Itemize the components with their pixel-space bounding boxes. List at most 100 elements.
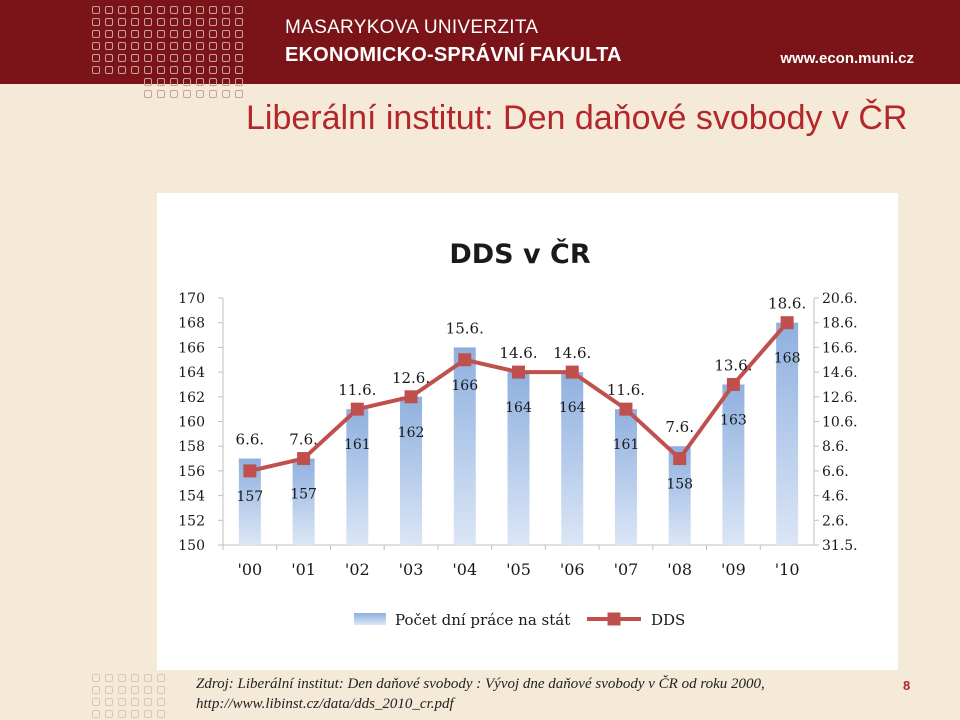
- dot-square: [222, 78, 230, 86]
- dot-square: [235, 78, 243, 86]
- x-tick-label: '02: [345, 560, 370, 579]
- dot-square: [209, 30, 217, 38]
- y-tick-label-left: 154: [178, 489, 205, 505]
- dot-square: [157, 18, 165, 26]
- chart-title: DDS v ČR: [449, 238, 590, 270]
- y-tick-label-right: 10.6.: [822, 415, 858, 431]
- dot-square: [118, 710, 126, 718]
- x-tick-label: '00: [237, 560, 262, 579]
- y-tick-label-left: 156: [178, 464, 205, 480]
- dot-square: [144, 54, 152, 62]
- dot-square: [157, 674, 165, 682]
- dot-square: [196, 66, 204, 74]
- dot-square: [183, 18, 191, 26]
- y-tick-label-left: 162: [178, 390, 205, 406]
- dot-square: [170, 30, 178, 38]
- dot-square: [196, 42, 204, 50]
- dot-square: [235, 54, 243, 62]
- y-tick-label-left: 160: [178, 415, 205, 431]
- dds-date-label: 15.6.: [446, 319, 484, 337]
- dds-date-label: 11.6.: [338, 381, 376, 399]
- dot-square: [222, 66, 230, 74]
- dot-square: [235, 6, 243, 14]
- dot-square: [131, 698, 139, 706]
- dot-square: [222, 6, 230, 14]
- dot-square: [170, 66, 178, 74]
- x-tick-label: '05: [506, 560, 531, 579]
- y-tick-label-left: 150: [178, 538, 205, 554]
- y-tick-label-left: 170: [178, 291, 205, 307]
- bar-value-label: 161: [344, 437, 371, 453]
- bar: [561, 372, 584, 545]
- dot-square: [105, 30, 113, 38]
- dds-point: [297, 452, 311, 466]
- dot-square: [157, 66, 165, 74]
- dot-square: [118, 6, 126, 14]
- dds-point: [673, 452, 687, 466]
- bar: [400, 396, 423, 545]
- dot-square: [157, 698, 165, 706]
- dot-square: [92, 686, 100, 694]
- dot-square: [144, 78, 152, 86]
- dot-square: [131, 710, 139, 718]
- bar: [776, 322, 799, 545]
- dot-square: [196, 18, 204, 26]
- bar: [292, 458, 315, 545]
- y-tick-label-left: 168: [178, 316, 205, 332]
- dot-square: [209, 90, 217, 98]
- x-tick-label: '06: [560, 560, 585, 579]
- y-tick-label-right: 14.6.: [822, 365, 858, 381]
- bar-value-label: 164: [559, 400, 586, 416]
- dot-square: [183, 30, 191, 38]
- bar: [238, 458, 261, 545]
- bar-value-label: 168: [774, 351, 801, 367]
- dot-square: [183, 6, 191, 14]
- y-tick-label-right: 18.6.: [822, 316, 858, 332]
- dot-square: [235, 66, 243, 74]
- dot-square: [196, 30, 204, 38]
- dot-square: [222, 18, 230, 26]
- x-tick-label: '08: [667, 560, 692, 579]
- dot-square: [131, 674, 139, 682]
- dot-square: [170, 18, 178, 26]
- dot-square: [92, 6, 100, 14]
- dot-square: [131, 18, 139, 26]
- dot-square: [92, 698, 100, 706]
- dot-square: [170, 54, 178, 62]
- bar-value-label: 166: [451, 378, 478, 394]
- dot-square: [92, 66, 100, 74]
- dot-square: [235, 90, 243, 98]
- dot-square: [157, 686, 165, 694]
- bar: [722, 384, 745, 545]
- slide-title: Liberální institut: Den daňové svobody v…: [246, 99, 908, 137]
- dds-date-label: 7.6.: [665, 418, 694, 436]
- x-tick-label: '10: [775, 560, 800, 579]
- bar: [507, 372, 530, 545]
- dot-square: [144, 18, 152, 26]
- dot-square: [131, 42, 139, 50]
- dot-square: [118, 30, 126, 38]
- dot-square: [118, 698, 126, 706]
- dot-square: [92, 674, 100, 682]
- dot-square: [105, 42, 113, 50]
- website-link[interactable]: www.econ.muni.cz: [780, 50, 914, 67]
- bar-value-label: 157: [290, 487, 317, 503]
- dot-square: [105, 674, 113, 682]
- dot-square: [92, 710, 100, 718]
- dot-square: [105, 66, 113, 74]
- dot-square: [144, 90, 152, 98]
- dot-square: [92, 30, 100, 38]
- bar: [453, 347, 476, 545]
- dot-square: [144, 698, 152, 706]
- dot-square: [209, 78, 217, 86]
- bar-value-label: 163: [720, 412, 747, 428]
- dds-point: [565, 365, 579, 379]
- dot-square: [209, 18, 217, 26]
- dds-point: [780, 316, 794, 330]
- y-tick-label-right: 2.6.: [822, 513, 849, 529]
- bar: [614, 409, 637, 545]
- dot-square: [118, 66, 126, 74]
- dot-square: [144, 42, 152, 50]
- dot-square: [183, 66, 191, 74]
- bar-value-label: 158: [666, 477, 693, 493]
